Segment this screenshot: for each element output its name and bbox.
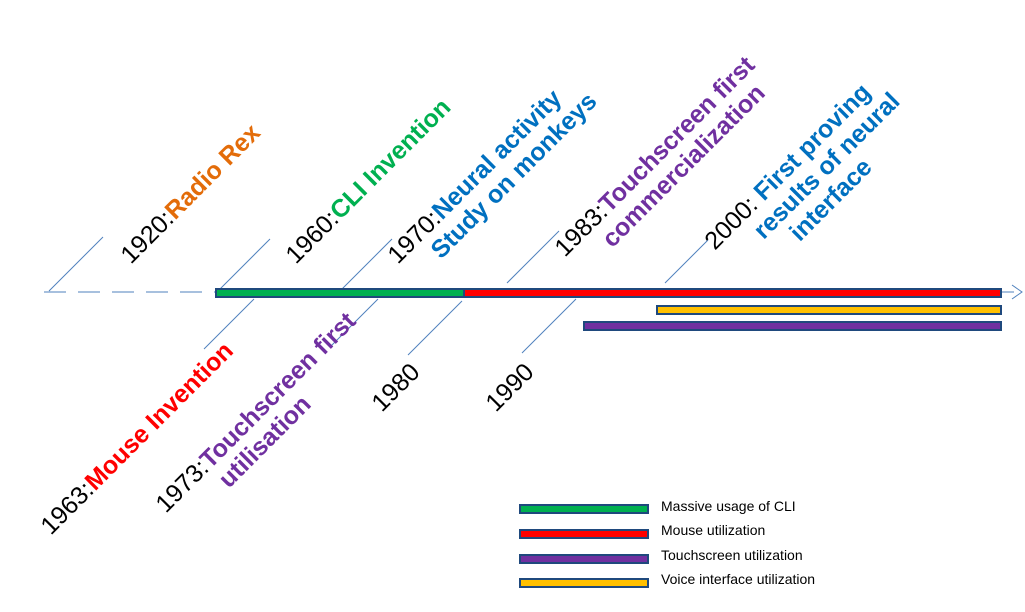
leader-1973 bbox=[329, 298, 379, 348]
legend-label-touchscreen: Touchscreen utilization bbox=[661, 547, 803, 563]
legend-swatch-voice bbox=[519, 578, 649, 588]
leader-2000 bbox=[664, 239, 709, 284]
axis-arrow-icon bbox=[1011, 284, 1023, 300]
leader-1980 bbox=[407, 300, 463, 356]
bar-touchscreen bbox=[583, 321, 1002, 331]
legend-label-cli: Massive usage of CLI bbox=[661, 498, 796, 514]
legend-swatch-touchscreen bbox=[519, 554, 649, 564]
leader-1990 bbox=[521, 298, 577, 354]
leader-1970 bbox=[339, 238, 393, 292]
legend-swatch-mouse bbox=[519, 529, 649, 539]
legend-label-mouse: Mouse utilization bbox=[661, 522, 766, 538]
leader-1920 bbox=[48, 236, 104, 292]
leader-1960 bbox=[217, 238, 271, 292]
bar-mouse bbox=[463, 288, 1002, 298]
legend-swatch-cli bbox=[519, 504, 649, 514]
leader-1963 bbox=[203, 298, 255, 350]
bar-cli bbox=[215, 288, 465, 298]
bar-voice bbox=[656, 305, 1002, 315]
legend-label-voice: Voice interface utilization bbox=[661, 571, 816, 587]
leader-1983 bbox=[506, 230, 560, 284]
